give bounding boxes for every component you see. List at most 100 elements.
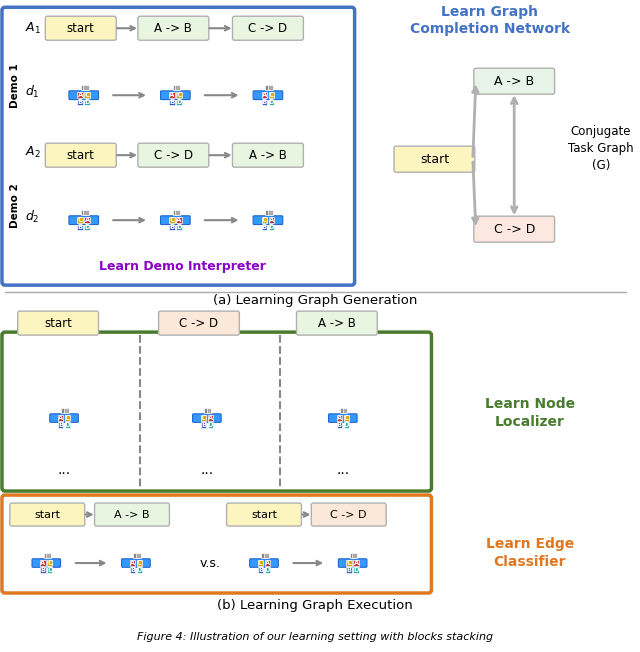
- Bar: [344, 415, 349, 421]
- Text: C: C: [201, 415, 206, 421]
- FancyBboxPatch shape: [2, 332, 431, 491]
- Text: C: C: [169, 217, 174, 223]
- Text: B: B: [347, 567, 352, 573]
- Bar: [83, 85, 88, 90]
- Bar: [133, 554, 138, 557]
- Bar: [137, 560, 142, 566]
- Bar: [77, 224, 83, 230]
- FancyBboxPatch shape: [474, 68, 555, 94]
- Text: A: A: [337, 415, 342, 421]
- Text: start: start: [35, 510, 60, 520]
- Bar: [207, 408, 211, 413]
- FancyBboxPatch shape: [69, 216, 99, 224]
- Text: C: C: [347, 560, 351, 566]
- FancyBboxPatch shape: [227, 503, 301, 526]
- Bar: [265, 85, 270, 90]
- FancyBboxPatch shape: [474, 216, 555, 242]
- FancyBboxPatch shape: [159, 311, 239, 335]
- Bar: [46, 554, 51, 557]
- Text: B: B: [262, 224, 267, 230]
- Text: start: start: [420, 153, 449, 166]
- Text: $d_2$: $d_2$: [25, 209, 40, 225]
- Text: A -> B: A -> B: [115, 510, 150, 520]
- Bar: [350, 554, 355, 557]
- Bar: [258, 567, 263, 572]
- Bar: [84, 93, 90, 98]
- Bar: [353, 567, 359, 572]
- Bar: [58, 415, 63, 421]
- Text: B: B: [77, 100, 83, 106]
- Text: C: C: [65, 415, 70, 421]
- Bar: [81, 85, 86, 90]
- Text: A: A: [262, 92, 267, 98]
- Text: Demo 1: Demo 1: [10, 63, 20, 108]
- Bar: [130, 567, 135, 572]
- Text: (b) Learning Graph Execution: (b) Learning Graph Execution: [218, 599, 413, 612]
- Text: A -> B: A -> B: [318, 317, 356, 330]
- Bar: [47, 560, 52, 566]
- Text: Learn Demo Interpreter: Learn Demo Interpreter: [99, 259, 266, 273]
- Text: D: D: [176, 100, 182, 106]
- Bar: [176, 224, 182, 230]
- FancyBboxPatch shape: [232, 16, 303, 40]
- Text: start: start: [44, 317, 72, 330]
- FancyBboxPatch shape: [311, 503, 386, 526]
- Bar: [169, 224, 175, 230]
- Text: D: D: [65, 422, 70, 428]
- Bar: [268, 210, 273, 215]
- Text: D: D: [84, 224, 90, 230]
- Bar: [346, 567, 352, 572]
- Bar: [58, 422, 63, 428]
- Bar: [137, 567, 142, 572]
- Text: C -> D: C -> D: [248, 22, 287, 35]
- Text: Learn Graph
Completion Network: Learn Graph Completion Network: [410, 5, 570, 36]
- Text: Conjugate
Task Graph
(G): Conjugate Task Graph (G): [568, 125, 634, 171]
- Text: Learn Edge
Classifier: Learn Edge Classifier: [486, 537, 574, 569]
- Text: C -> D: C -> D: [154, 149, 193, 162]
- FancyBboxPatch shape: [138, 143, 209, 167]
- Text: ...: ...: [200, 463, 213, 477]
- Text: Figure 4: Illustration of our learning setting with blocks stacking: Figure 4: Illustration of our learning s…: [137, 632, 493, 642]
- Text: C: C: [262, 217, 267, 223]
- Bar: [207, 415, 213, 421]
- Bar: [262, 100, 267, 105]
- Text: C: C: [77, 217, 83, 223]
- Text: C: C: [177, 92, 182, 98]
- Text: C -> D: C -> D: [493, 223, 535, 235]
- Text: A: A: [169, 92, 175, 98]
- Text: C: C: [84, 92, 90, 98]
- Text: B: B: [258, 567, 263, 573]
- Text: A: A: [58, 415, 63, 421]
- Text: B: B: [169, 224, 175, 230]
- Bar: [130, 560, 135, 566]
- Bar: [176, 100, 182, 105]
- Bar: [61, 408, 66, 413]
- Bar: [173, 85, 177, 90]
- Bar: [264, 554, 269, 557]
- FancyBboxPatch shape: [193, 414, 221, 422]
- Bar: [269, 217, 275, 223]
- Text: C -> D: C -> D: [179, 317, 218, 330]
- Text: A: A: [208, 415, 213, 421]
- Bar: [353, 554, 357, 557]
- Bar: [173, 210, 177, 215]
- Text: C: C: [47, 560, 52, 566]
- FancyBboxPatch shape: [250, 559, 278, 567]
- Bar: [169, 100, 175, 105]
- Text: D: D: [269, 100, 275, 106]
- FancyBboxPatch shape: [161, 91, 190, 100]
- Text: C: C: [137, 560, 142, 566]
- FancyBboxPatch shape: [2, 7, 355, 285]
- Bar: [136, 554, 141, 557]
- FancyBboxPatch shape: [296, 311, 377, 335]
- Text: A: A: [176, 217, 182, 223]
- Text: ...: ...: [58, 463, 70, 477]
- FancyBboxPatch shape: [138, 16, 209, 40]
- Text: start: start: [67, 22, 95, 35]
- Bar: [353, 560, 359, 566]
- Text: A -> B: A -> B: [154, 22, 192, 35]
- Bar: [65, 422, 70, 428]
- Bar: [40, 560, 45, 566]
- Bar: [77, 217, 83, 223]
- FancyBboxPatch shape: [253, 216, 283, 224]
